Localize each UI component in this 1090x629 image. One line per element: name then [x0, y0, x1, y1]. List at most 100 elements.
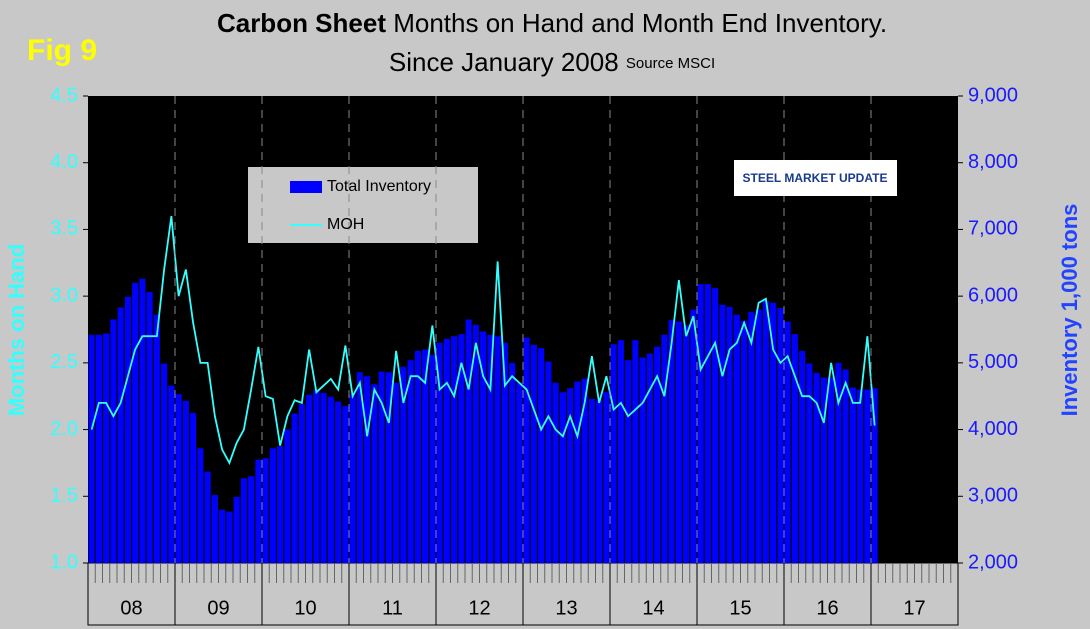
y2-tick-label: 7,000	[968, 218, 1018, 240]
bar	[255, 459, 262, 563]
y-tick-label: 1.0	[50, 551, 78, 573]
x-tick-label: 14	[642, 597, 664, 619]
bar	[704, 284, 711, 563]
y-tick-label: 3.0	[50, 284, 78, 306]
bar	[538, 348, 545, 563]
bar	[784, 321, 791, 563]
bar	[269, 448, 276, 563]
bar	[472, 324, 479, 563]
bar	[581, 378, 588, 563]
logo: STEEL MARKET UPDATE	[743, 171, 888, 185]
bar	[306, 394, 313, 563]
bar	[668, 320, 675, 563]
bar	[400, 366, 407, 563]
bar	[132, 282, 139, 563]
x-tick-label: 12	[468, 597, 490, 619]
x-tick-label: 09	[207, 597, 229, 619]
chart-title: Carbon Sheet Months on Hand and Month En…	[217, 8, 887, 38]
bar	[480, 331, 487, 563]
bar	[190, 412, 197, 563]
y-tick-label: 4.5	[50, 84, 78, 106]
bar	[596, 400, 603, 563]
bar	[451, 336, 458, 563]
bar	[828, 377, 835, 563]
bar	[494, 336, 501, 563]
bar	[654, 346, 661, 563]
bar	[770, 302, 777, 563]
y-tick-label: 2.5	[50, 351, 78, 373]
bar	[574, 381, 581, 563]
bar	[465, 319, 472, 563]
bar	[610, 344, 617, 563]
bar	[204, 471, 211, 563]
bar	[342, 406, 349, 563]
legend-swatch	[290, 181, 322, 193]
bar	[646, 353, 653, 563]
bar	[690, 309, 697, 563]
bar	[545, 361, 552, 563]
bar	[436, 342, 443, 563]
y2-axis-label: Inventory 1,000 tons	[1057, 204, 1082, 417]
bar	[871, 388, 878, 563]
bar	[675, 321, 682, 563]
legend-label: Total Inventory	[327, 178, 431, 195]
bar	[755, 309, 762, 563]
bar	[175, 394, 182, 563]
bar	[262, 458, 269, 563]
bar	[356, 372, 363, 563]
bar	[712, 288, 719, 563]
bar	[849, 387, 856, 563]
bar	[298, 404, 305, 563]
bar	[835, 362, 842, 563]
bar	[741, 320, 748, 563]
bar	[813, 372, 820, 563]
x-tick-label: 08	[120, 597, 142, 619]
y2-tick-label: 6,000	[968, 284, 1018, 306]
bar	[284, 429, 291, 563]
bar	[211, 494, 218, 563]
bar	[168, 385, 175, 563]
bar	[197, 448, 204, 563]
y2-tick-label: 5,000	[968, 351, 1018, 373]
y2-tick-label: 3,000	[968, 485, 1018, 507]
bar	[567, 388, 574, 563]
bar	[153, 314, 160, 563]
bar	[335, 401, 342, 563]
bar	[733, 314, 740, 563]
legend-label: MOH	[327, 216, 364, 233]
bar	[385, 372, 392, 563]
bar	[327, 396, 334, 563]
bar	[530, 344, 537, 563]
y2-tick-label: 2,000	[968, 551, 1018, 573]
title-bold: Carbon Sheet	[217, 8, 386, 38]
bar	[277, 446, 284, 563]
y-axis-label: Months on Hand	[4, 244, 29, 416]
logo-box	[734, 160, 897, 196]
bar	[146, 292, 153, 563]
bar	[349, 394, 356, 563]
bar	[864, 389, 871, 563]
bar	[487, 334, 494, 563]
bar	[458, 334, 465, 563]
bar	[639, 357, 646, 563]
bar	[248, 476, 255, 563]
bar	[501, 342, 508, 563]
bar	[820, 377, 827, 563]
title-rest: Months on Hand and Month End Inventory.	[393, 8, 887, 38]
bar	[320, 392, 327, 563]
bar	[632, 340, 639, 563]
bar	[603, 392, 610, 563]
x-tick-label: 10	[294, 597, 316, 619]
bar	[291, 413, 298, 563]
bar	[857, 389, 864, 563]
bar	[95, 334, 102, 563]
legend	[248, 167, 478, 243]
bar	[588, 398, 595, 563]
bar	[509, 362, 516, 563]
bar	[791, 334, 798, 563]
bar	[88, 334, 95, 563]
bar	[226, 511, 233, 563]
x-tick-label: 17	[903, 597, 925, 619]
bar	[625, 360, 632, 563]
